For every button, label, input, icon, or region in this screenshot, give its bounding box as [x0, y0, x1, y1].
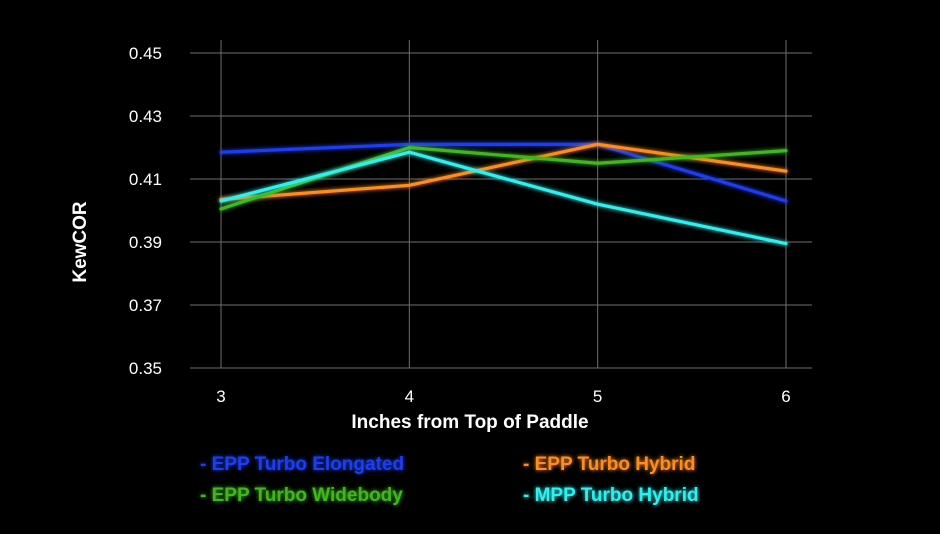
x-tick-label: 5 [593, 387, 602, 406]
y-axis-title: KewCOR [70, 201, 91, 283]
y-tick-label: 0.45 [129, 44, 162, 63]
y-axis: 0.35 0.37 0.39 0.41 0.43 0.45 [129, 44, 162, 378]
x-axis: 3 4 5 6 [216, 387, 790, 406]
legend-item-epp-turbo-hybrid: - EPP Turbo Hybrid [523, 454, 695, 475]
x-tick-label: 3 [216, 387, 225, 406]
x-axis-title: Inches from Top of Paddle [351, 412, 588, 433]
series-lines [219, 142, 788, 246]
y-tick-label: 0.41 [129, 170, 162, 189]
grid [190, 40, 812, 369]
series-line-epp-turbo-hybrid [219, 142, 788, 202]
y-tick-label: 0.37 [129, 296, 162, 315]
legend-item-epp-turbo-elongated: - EPP Turbo Elongated [200, 454, 404, 475]
legend-item-mpp-turbo-hybrid: - MPP Turbo Hybrid [523, 485, 699, 506]
series-line-epp-turbo-elongated [219, 142, 788, 203]
legend-item-epp-turbo-widebody: - EPP Turbo Widebody [200, 485, 403, 506]
x-tick-label: 6 [781, 387, 790, 406]
y-tick-label: 0.39 [129, 233, 162, 252]
y-tick-label: 0.43 [129, 107, 162, 126]
series-line-mpp-turbo-hybrid [219, 150, 788, 246]
y-tick-label: 0.35 [129, 359, 162, 378]
legend: - EPP Turbo Elongated - EPP Turbo Hybrid -… [200, 454, 699, 506]
x-tick-label: 4 [405, 387, 414, 406]
